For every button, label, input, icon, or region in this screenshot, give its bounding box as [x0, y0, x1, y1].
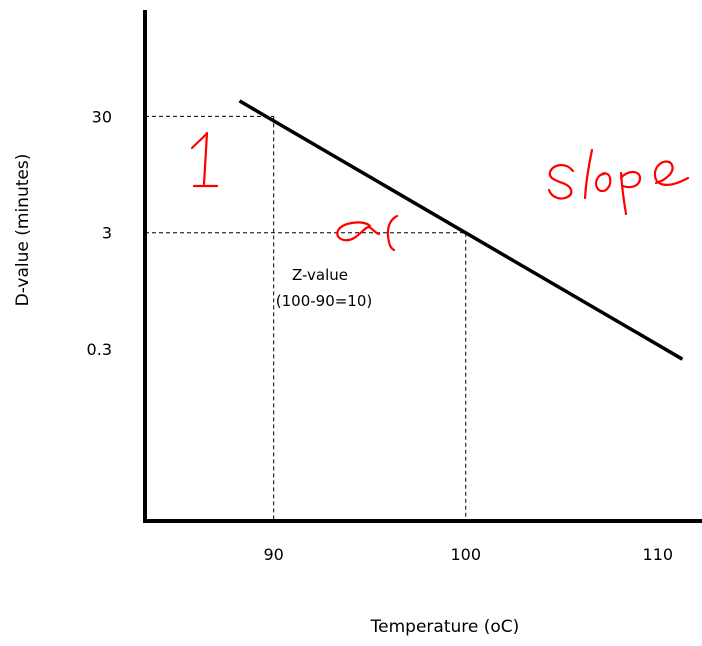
y-axis-title: D-value (minutes) [13, 154, 33, 307]
x-tick-label-100: 100 [450, 545, 481, 564]
handwritten-one-annotation [190, 131, 219, 188]
z-value-label: Z-value [292, 266, 348, 284]
y-tick-label-0-3: 0.3 [87, 340, 112, 359]
x-tick-label-90: 90 [264, 545, 284, 564]
handwritten-alpha-annotation [336, 214, 399, 252]
x-axis-title: Temperature (oC) [370, 617, 520, 637]
series-line-1 [238, 99, 684, 361]
reference-lines [145, 115, 467, 521]
series-layer [238, 99, 684, 361]
y-tick-label-30: 30 [92, 107, 112, 126]
y-tick-labels: 30 3 0.3 [87, 107, 112, 359]
handwritten-slope-annotation [547, 148, 690, 216]
z-value-calculation: (100-90=10) [276, 292, 373, 310]
x-tick-label-110: 110 [643, 545, 674, 564]
y-tick-label-3: 3 [102, 224, 112, 243]
x-tick-labels: 90 100 110 [264, 545, 674, 564]
